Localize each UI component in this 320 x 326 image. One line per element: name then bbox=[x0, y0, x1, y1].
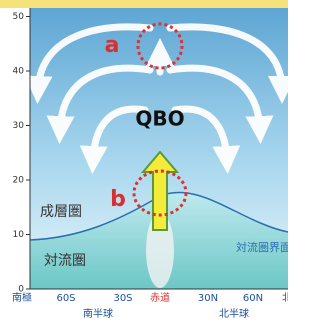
diagram: a b QBO 成層圏 対流圏 対流圏界面 南半球 北半球 0102030405… bbox=[0, 0, 288, 322]
x-tick-label: 30S bbox=[113, 293, 132, 304]
label-b: b bbox=[110, 187, 126, 212]
top-band bbox=[0, 0, 288, 8]
y-tick-label: 30 bbox=[13, 121, 25, 131]
qbo-label: QBO bbox=[135, 107, 184, 131]
troposphere-label: 対流圏 bbox=[44, 253, 86, 269]
y-tick-label: 20 bbox=[13, 176, 25, 186]
x-tick-label: 北極 bbox=[282, 291, 288, 304]
x-tick-label: 南極 bbox=[12, 291, 32, 304]
hemisphere-label: 北半球 bbox=[219, 307, 249, 320]
x-tick-label: 60N bbox=[243, 293, 263, 304]
y-tick-label: 10 bbox=[13, 230, 25, 240]
x-tick-label: 60S bbox=[56, 293, 75, 304]
y-tick-label: 40 bbox=[13, 67, 25, 77]
x-tick-label: 赤道 bbox=[150, 291, 170, 304]
tropopause-label: 対流圏界面 bbox=[236, 240, 288, 254]
x-tick-label: 30N bbox=[198, 293, 218, 304]
stratosphere-label: 成層圏 bbox=[40, 204, 82, 220]
y-tick-label: 50 bbox=[13, 12, 25, 22]
hemisphere-label: 南半球 bbox=[83, 307, 113, 320]
label-a: a bbox=[105, 33, 120, 58]
